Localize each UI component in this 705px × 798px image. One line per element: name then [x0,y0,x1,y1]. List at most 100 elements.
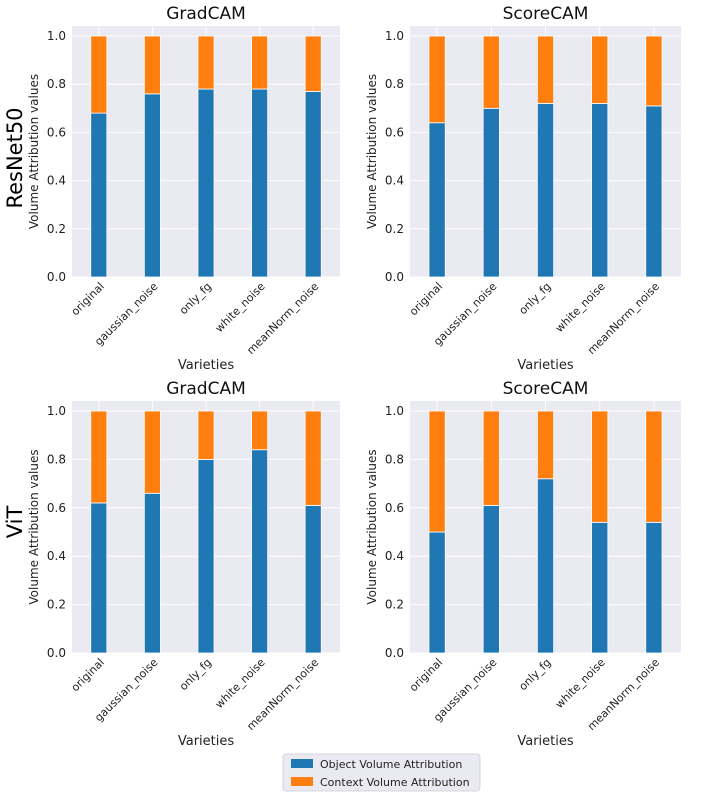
bar-object-only_fg [197,458,215,654]
y-tick-label: 0.4 [385,549,404,563]
bar-context-gaussian_noise [143,35,161,95]
bar-context-only_fg [536,35,555,104]
x-tick-label: white_noise [213,656,268,711]
y-tick-label: 1.0 [47,404,66,418]
bar-context-white_noise [251,35,269,90]
y-tick-label: 0.8 [47,77,66,91]
y-tick-label: 0.0 [385,646,404,660]
bar-context-white_noise [251,410,269,451]
x-tick-label: only_fg [177,280,214,317]
bar-object-white_noise [251,88,269,278]
bar-context-white_noise [591,410,609,523]
bar-context-gaussian_noise [482,35,500,109]
y-axis-label: Volume Attribution values [27,74,41,229]
x-tick-label: only_fg [516,656,553,693]
y-tick-label: 0.8 [47,452,66,466]
subplot-title: GradCAM [166,4,246,24]
bar-context-gaussian_noise [143,410,161,494]
bar-object-white_noise [251,449,269,654]
bar-object-only_fg [536,478,555,654]
y-axis-label: Volume Attribution values [27,449,41,604]
x-tick-label: original [69,280,107,318]
bar-object-gaussian_noise [143,93,161,278]
bar-context-original [428,410,446,533]
legend-label-object: Object Volume Attribution [320,758,462,771]
x-tick-label: original [69,656,107,694]
bar-object-gaussian_noise [143,492,161,654]
bar-object-meanNorm_noise [304,91,322,278]
x-axis-label: Varieties [178,734,235,749]
y-tick-label: 1.0 [47,29,66,43]
y-tick-label: 0.2 [47,598,66,612]
y-tick-label: 1.0 [385,404,404,418]
bar-object-original [90,502,108,654]
subplot-resnet50-gradcam: 0.00.20.40.60.81.0originalgaussian_noise… [27,4,340,373]
bar-object-only_fg [536,103,555,278]
y-tick-label: 0.2 [385,222,404,236]
bar-context-only_fg [197,35,215,90]
x-axis-label: Varieties [178,358,235,373]
y-tick-label: 0.2 [47,222,66,236]
bar-object-meanNorm_noise [304,504,322,654]
bar-context-only_fg [197,410,215,460]
subplot-title: ScoreCAM [503,379,589,399]
y-tick-label: 0.8 [385,452,404,466]
x-tick-label: white_noise [213,280,268,335]
bar-context-meanNorm_noise [304,35,322,92]
bar-object-only_fg [197,88,215,278]
x-tick-label: only_fg [516,280,553,317]
x-tick-label: original [407,656,445,694]
subplot-title: ScoreCAM [503,4,589,24]
bar-context-meanNorm_noise [304,410,322,506]
x-tick-label: white_noise [553,280,608,335]
y-tick-label: 0.0 [385,270,404,284]
subplot-vit-scorecam: 0.00.20.40.60.81.0originalgaussian_noise… [365,379,681,749]
bar-context-only_fg [536,410,555,480]
subplot-resnet50-scorecam: 0.00.20.40.60.81.0originalgaussian_noise… [365,4,681,373]
y-tick-label: 1.0 [385,29,404,43]
bar-object-white_noise [591,521,609,654]
y-tick-label: 0.6 [385,125,404,139]
legend: Object Volume Attribution Context Volume… [282,753,481,792]
x-tick-label: white_noise [553,656,608,711]
bar-object-original [90,112,108,278]
bar-context-meanNorm_noise [645,410,663,523]
y-tick-label: 0.6 [47,501,66,515]
y-tick-label: 0.4 [47,174,66,188]
y-tick-label: 0.0 [47,646,66,660]
bar-object-gaussian_noise [482,107,500,278]
bar-context-gaussian_noise [482,410,500,506]
bar-object-white_noise [591,103,609,278]
bar-object-gaussian_noise [482,504,500,654]
row-label-resnet50: ResNet50 [3,107,27,208]
bar-object-meanNorm_noise [645,105,663,278]
bar-context-original [90,410,108,504]
x-axis-label: Varieties [517,358,574,373]
row-label-vit: ViT [3,506,27,539]
x-tick-label: only_fg [177,656,214,693]
legend-swatch-object [291,759,313,768]
bar-object-original [428,122,446,278]
bar-context-meanNorm_noise [645,35,663,107]
y-axis-label: Volume Attribution values [365,74,379,229]
bar-object-original [428,531,446,654]
subplot-vit-gradcam: 0.00.20.40.60.81.0originalgaussian_noise… [27,379,340,749]
subplot-title: GradCAM [166,379,246,399]
bar-context-white_noise [591,35,609,104]
y-axis-label: Volume Attribution values [365,449,379,604]
legend-box [282,753,481,792]
bar-context-original [90,35,108,114]
y-tick-label: 0.6 [47,125,66,139]
y-tick-label: 0.2 [385,598,404,612]
y-tick-label: 0.0 [47,270,66,284]
legend-swatch-context [291,777,313,786]
x-tick-label: original [407,280,445,318]
bar-context-original [428,35,446,124]
y-tick-label: 0.4 [385,174,404,188]
y-tick-label: 0.4 [47,549,66,563]
bar-object-meanNorm_noise [645,521,663,654]
legend-label-context: Context Volume Attribution [320,776,470,789]
y-tick-label: 0.8 [385,77,404,91]
